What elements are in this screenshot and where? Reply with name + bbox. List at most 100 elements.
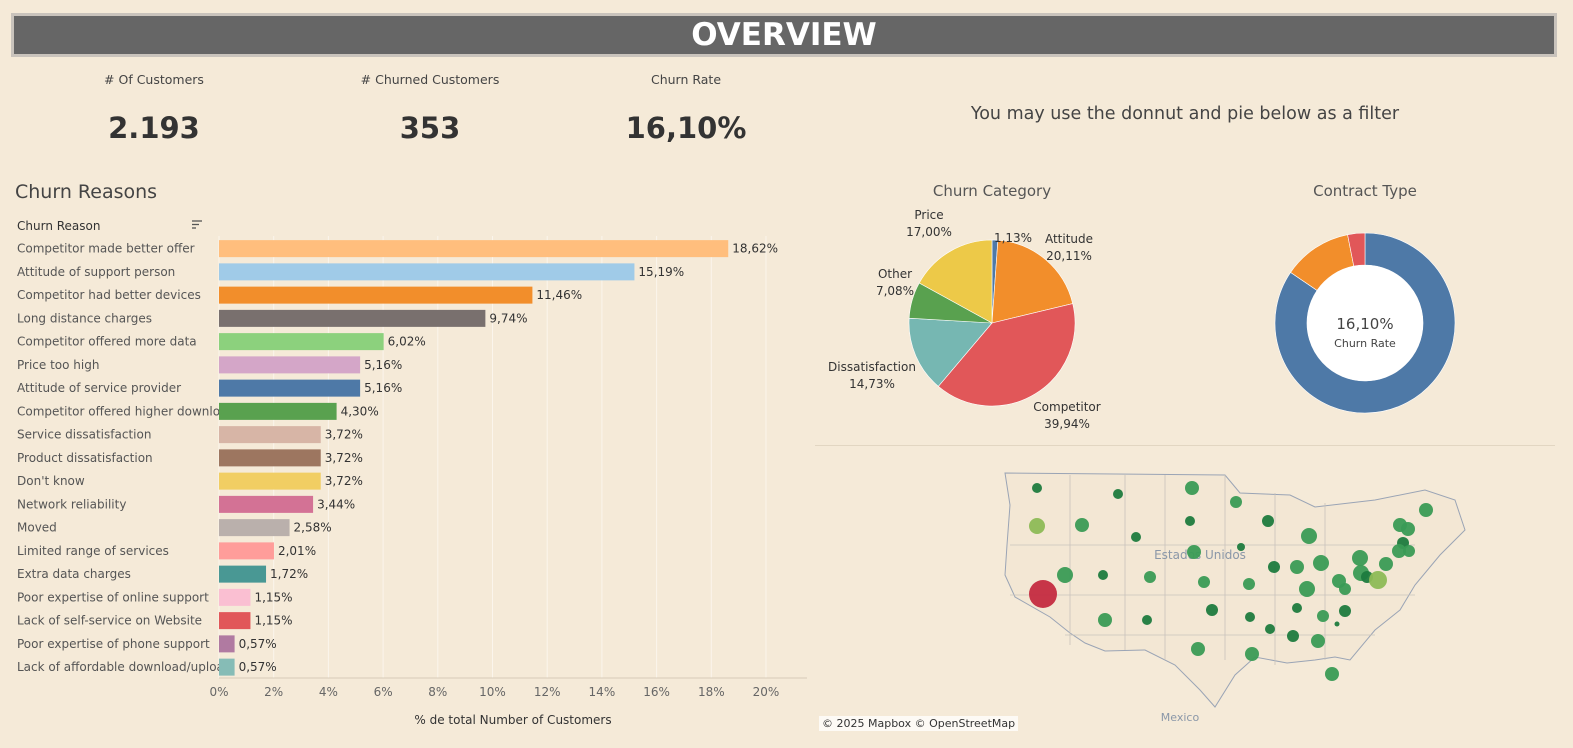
bar-category-label: Attitude of service provider: [17, 381, 181, 395]
bar-category-label: Moved: [17, 521, 57, 535]
column-header: Churn Reason: [17, 219, 100, 233]
map-dot[interactable]: [1029, 580, 1057, 608]
bar[interactable]: [219, 565, 267, 583]
pie-slice-name: Competitor: [1033, 400, 1100, 414]
bar[interactable]: [219, 495, 314, 513]
map-dot[interactable]: [1301, 528, 1317, 544]
map-dot[interactable]: [1075, 518, 1089, 532]
map-dot[interactable]: [1057, 567, 1073, 583]
map-dot[interactable]: [1262, 515, 1274, 527]
kpi-label: Churn Rate: [650, 72, 722, 87]
map-dot[interactable]: [1098, 613, 1112, 627]
map-dot[interactable]: [1198, 576, 1210, 588]
map-dot[interactable]: [1401, 522, 1415, 536]
bar-value-label: 1,15%: [254, 590, 292, 604]
churn-reasons-bar-chart[interactable]: 0% 2% 4% 6% 8% 10% 12% 14% 16% 18% 20% Churn Reason…: [0, 210, 815, 735]
bar[interactable]: [219, 333, 384, 351]
map-dot[interactable]: [1187, 545, 1201, 559]
pie-slice[interactable]: [918, 239, 993, 324]
pie-slice[interactable]: [937, 303, 1076, 407]
bar-value-label: 5,16%: [364, 358, 402, 372]
map-dot[interactable]: [1237, 543, 1245, 551]
map-dot[interactable]: [1144, 571, 1156, 583]
map-dot[interactable]: [1369, 571, 1387, 589]
bar-value-label: 2,01%: [278, 544, 316, 558]
bar[interactable]: [219, 426, 321, 444]
map-dot[interactable]: [1245, 647, 1259, 661]
map-dot[interactable]: [1191, 642, 1205, 656]
bar[interactable]: [219, 356, 361, 374]
kpi-value: 16,10%: [625, 111, 747, 145]
filter-hint: You may use the donnut and pie below as …: [970, 104, 1400, 124]
map-dot[interactable]: [1243, 578, 1255, 590]
map-dot[interactable]: [1290, 560, 1304, 574]
bar[interactable]: [219, 263, 635, 281]
map-dot[interactable]: [1185, 481, 1199, 495]
bar[interactable]: [219, 635, 235, 653]
bar[interactable]: [219, 588, 251, 606]
map-dot[interactable]: [1287, 630, 1299, 642]
bar[interactable]: [219, 542, 274, 560]
bar[interactable]: [219, 658, 235, 676]
bar[interactable]: [219, 240, 729, 258]
map-attribution[interactable]: © 2025 Mapbox © OpenStreetMap: [819, 716, 1019, 731]
map-dot[interactable]: [1403, 545, 1415, 557]
map-dot[interactable]: [1313, 555, 1329, 571]
bar-category-label: Don't know: [17, 474, 85, 488]
bar[interactable]: [219, 379, 361, 397]
map-dot[interactable]: [1419, 503, 1433, 517]
map-dot[interactable]: [1029, 518, 1045, 534]
map-dot[interactable]: [1299, 581, 1315, 597]
map-dot[interactable]: [1311, 634, 1325, 648]
map-dot[interactable]: [1268, 561, 1280, 573]
bar[interactable]: [219, 519, 290, 537]
title-banner: OVERVIEW: [11, 13, 1557, 57]
bar[interactable]: [219, 612, 251, 630]
churn-category-title: Churn Category: [932, 182, 1052, 200]
map-dot[interactable]: [1206, 604, 1218, 616]
map-dot[interactable]: [1392, 544, 1406, 558]
us-outline: [1004, 472, 1466, 708]
map-dot[interactable]: [1098, 570, 1108, 580]
map-dot[interactable]: [1131, 532, 1141, 542]
bar-value-label: 3,72%: [325, 474, 363, 488]
bar-value-label: 11,46%: [536, 288, 582, 302]
bar[interactable]: [219, 472, 321, 490]
bar-value-label: 3,44%: [317, 497, 355, 511]
map-dot[interactable]: [1142, 615, 1152, 625]
bar[interactable]: [219, 402, 337, 420]
map-dot[interactable]: [1245, 612, 1255, 622]
sort-icon[interactable]: [192, 220, 202, 229]
map-dot[interactable]: [1230, 496, 1242, 508]
bar-value-label: 3,72%: [325, 428, 363, 442]
map-dot[interactable]: [1325, 667, 1339, 681]
map-dot[interactable]: [1379, 557, 1393, 571]
bar-value-label: 15,19%: [638, 265, 684, 279]
map-dot[interactable]: [1339, 605, 1351, 617]
map-dot[interactable]: [1292, 603, 1302, 613]
churn-map[interactable]: Estados Unidos Mexico: [815, 445, 1555, 735]
map-dot[interactable]: [1032, 483, 1042, 493]
map-dot[interactable]: [1317, 610, 1329, 622]
bar[interactable]: [219, 309, 486, 327]
bar-value-label: 9,74%: [489, 311, 527, 325]
pie-slice[interactable]: [908, 317, 993, 387]
kpi-churn-rate: Churn Rate 16,10%: [576, 72, 796, 145]
bar[interactable]: [219, 449, 321, 467]
pie-slice-value: 7,08%: [876, 284, 914, 298]
pie-label: Competitor 39,94%: [1033, 400, 1100, 431]
pie-slice-value: 17,00%: [906, 225, 952, 239]
churn-category-pie-chart[interactable]: 1,13% Attitude 20,11% Competitor 39,94% Dissa…: [815, 205, 1115, 440]
map-dot[interactable]: [1113, 489, 1123, 499]
bar[interactable]: [219, 286, 533, 304]
map-dot[interactable]: [1339, 583, 1351, 595]
map-dot[interactable]: [1265, 624, 1275, 634]
donut-center-value: 16,10%: [1336, 315, 1393, 333]
contract-type-donut-chart[interactable]: 16,10% Churn Rate: [1255, 215, 1475, 435]
map-dot[interactable]: [1185, 516, 1195, 526]
bar-category-label: Price too high: [17, 358, 99, 372]
map-dot[interactable]: [1334, 621, 1340, 627]
map-dot[interactable]: [1352, 550, 1368, 566]
pie-label: 1,13%: [994, 231, 1032, 245]
pie-slice[interactable]: [991, 239, 1074, 324]
